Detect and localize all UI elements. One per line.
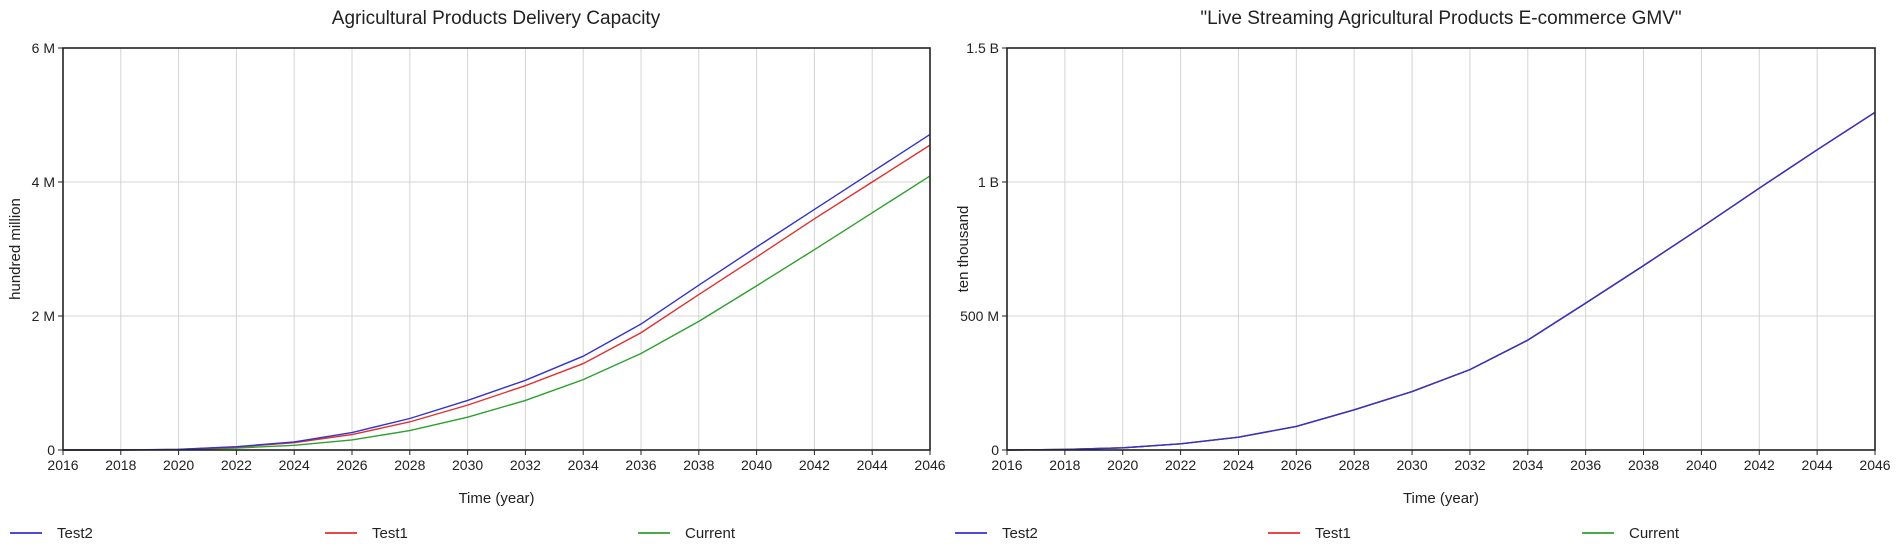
x-axis-label: Time (year) [1403,490,1479,507]
x-tick-label: 2036 [625,457,656,473]
x-tick-label: 2040 [1686,457,1717,473]
x-tick-label: 2044 [1802,457,1833,473]
x-tick-label: 2018 [1049,457,1080,473]
x-tick-label: 2032 [510,457,541,473]
x-tick-label: 2046 [1859,457,1890,473]
y-tick-label: 0 [47,442,55,458]
x-tick-label: 2034 [568,457,599,473]
series-line-test2 [1006,111,1876,451]
series-line-current [63,175,931,451]
legend-label-current: Current [685,525,736,542]
x-axis-label: Time (year) [458,490,534,507]
x-tick-label: 2046 [914,457,945,473]
x-tick-label: 2034 [1512,457,1543,473]
y-axis-label: ten thousand [955,206,972,293]
plot-frame [1006,47,1876,451]
x-tick-label: 2020 [163,457,194,473]
series-line-current [1006,111,1876,451]
x-tick-label: 2044 [857,457,888,473]
x-tick-label: 2022 [221,457,252,473]
y-tick-label: 4 M [32,174,55,190]
x-tick-label: 2016 [47,457,78,473]
legend-label-test1: Test1 [1315,525,1351,542]
x-tick-label: 2028 [394,457,425,473]
x-tick-label: 2040 [741,457,772,473]
x-tick-label: 2038 [683,457,714,473]
x-tick-label: 2026 [336,457,367,473]
x-tick-label: 2022 [1165,457,1196,473]
x-tick-label: 2024 [279,457,310,473]
y-tick-label: 6 M [32,40,55,56]
y-tick-label: 2 M [32,308,55,324]
series-line-test2 [63,133,931,451]
y-axis-label: hundred million [7,198,24,300]
chart-title: "Live Streaming Agricultural Products E-… [1200,8,1681,29]
legend-label-test2: Test2 [1002,525,1038,542]
x-tick-label: 2036 [1570,457,1601,473]
x-tick-label: 2042 [1744,457,1775,473]
y-tick-label: 500 M [960,308,999,324]
x-tick-label: 2032 [1454,457,1485,473]
legend-label-test1: Test1 [372,525,408,542]
chart-title: Agricultural Products Delivery Capacity [332,8,661,29]
legend-label-test2: Test2 [57,525,93,542]
x-tick-label: 2028 [1339,457,1370,473]
series-line-test1 [1006,111,1876,451]
x-tick-label: 2042 [799,457,830,473]
gmv-chart: "Live Streaming Agricultural Products E-… [955,8,1891,542]
delivery-capacity-chart: Agricultural Products Delivery Capacity 2… [7,8,946,542]
y-tick-label: 0 [991,442,999,458]
x-tick-label: 2030 [452,457,483,473]
y-tick-label: 1.5 B [966,40,999,56]
legend-label-current: Current [1629,525,1680,542]
x-tick-label: 2018 [105,457,136,473]
x-tick-label: 2030 [1396,457,1427,473]
x-tick-label: 2020 [1107,457,1138,473]
x-tick-label: 2038 [1628,457,1659,473]
x-tick-label: 2024 [1223,457,1254,473]
x-tick-label: 2026 [1281,457,1312,473]
plot-frame [62,47,931,451]
series-line-test1 [63,144,931,451]
y-tick-label: 1 B [978,174,999,190]
x-tick-label: 2016 [991,457,1022,473]
